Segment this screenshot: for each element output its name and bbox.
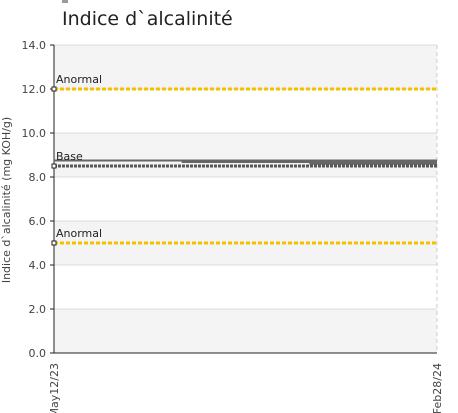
x-tick-label: May12/23 [48,363,61,413]
series-label: Anormal [56,73,102,86]
data-point [51,86,57,92]
series-label: Anormal [56,227,102,240]
y-tick-label: 12.0 [22,83,47,96]
plot-band [54,45,437,89]
data-point [51,163,57,169]
y-axis-label: Indice d`alcalinité (mg KOH/g) [0,117,13,283]
chart-title: Indice d`alcalinité [62,8,233,30]
data-point [51,240,57,246]
plot-band [54,309,437,353]
x-tick-label: Feb28/24 [431,363,444,413]
series-label: Base [56,150,83,163]
plot-band [54,133,437,177]
grid-lines [50,44,438,354]
plot-bands [54,45,437,353]
x-tick-labels: May12/23 Feb28/24 [48,363,444,413]
series-lines: Base Anormal Anormal [51,73,437,246]
y-tick-label: 0.0 [29,347,47,360]
top-decoration [62,0,68,3]
y-tick-label: 6.0 [29,215,47,228]
y-tick-label: 2.0 [29,303,47,316]
y-tick-labels: 0.0 2.0 4.0 6.0 8.0 10.0 12.0 14.0 [22,39,47,360]
y-tick-label: 14.0 [22,39,47,52]
y-tick-label: 8.0 [29,171,47,184]
y-tick-label: 10.0 [22,127,47,140]
axes [53,45,437,354]
y-tick-label: 4.0 [29,259,47,272]
